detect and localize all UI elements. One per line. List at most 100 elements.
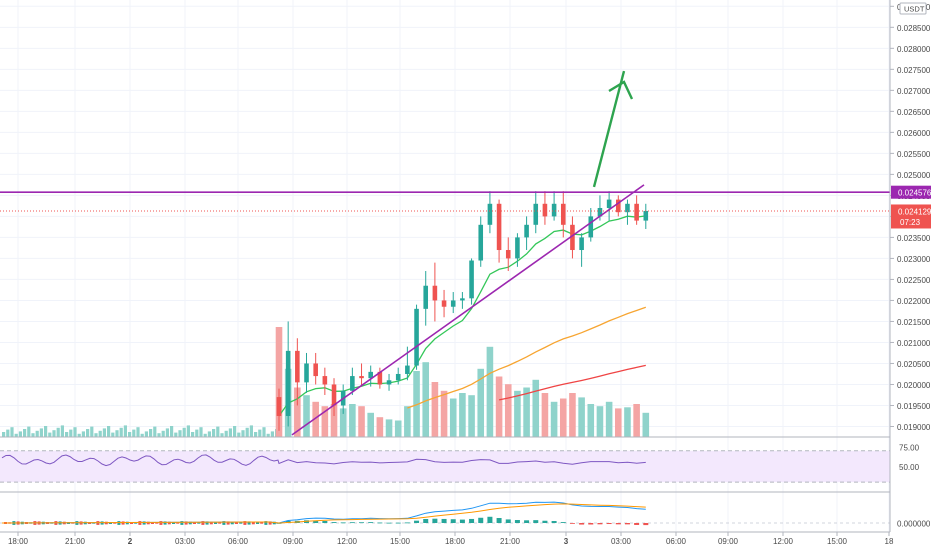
macd-histogram-bar bbox=[395, 522, 401, 524]
price-tick-label: 0.021000 bbox=[897, 339, 931, 348]
macd-histogram-bar bbox=[134, 522, 138, 524]
candle-body[interactable] bbox=[524, 224, 529, 238]
candle-body[interactable] bbox=[570, 224, 575, 251]
volume-bar bbox=[270, 431, 274, 437]
time-tick-label: 18 bbox=[885, 537, 894, 546]
volume-bar bbox=[132, 429, 136, 437]
price-tick-label: 0.026000 bbox=[897, 129, 931, 138]
volume-bar bbox=[605, 401, 613, 437]
volume-bar bbox=[48, 432, 52, 437]
candle-body[interactable] bbox=[368, 371, 373, 379]
volume-bar bbox=[312, 401, 319, 437]
volume-bar bbox=[35, 430, 39, 437]
macd-histogram-bar bbox=[588, 523, 594, 525]
macd-histogram-bar bbox=[606, 523, 612, 525]
time-tick-label: 21:00 bbox=[65, 537, 86, 546]
volume-bar bbox=[642, 412, 650, 437]
currency-badge[interactable] bbox=[899, 2, 927, 15]
candle-body[interactable] bbox=[615, 199, 621, 213]
candle-body[interactable] bbox=[304, 363, 309, 383]
volume-bar bbox=[199, 427, 203, 437]
candle-body[interactable] bbox=[386, 380, 392, 385]
candle-body[interactable] bbox=[322, 376, 328, 385]
macd-histogram-bar bbox=[349, 522, 355, 524]
volume-bar bbox=[495, 376, 503, 437]
volume-bar bbox=[376, 417, 384, 437]
volume-bar bbox=[10, 427, 14, 437]
candle-body[interactable] bbox=[313, 363, 318, 377]
candle-body[interactable] bbox=[487, 203, 493, 225]
candle-body[interactable] bbox=[496, 203, 502, 251]
candle-body[interactable] bbox=[460, 298, 465, 301]
volume-bar bbox=[165, 428, 169, 437]
candle-body[interactable] bbox=[395, 373, 401, 381]
price-tick-label: 0.025000 bbox=[897, 171, 931, 180]
candle-body[interactable] bbox=[643, 210, 649, 221]
macd-histogram-bar bbox=[441, 518, 447, 523]
countdown-label: 07:23 bbox=[900, 218, 921, 227]
volume-bar bbox=[44, 426, 48, 437]
candle-body[interactable] bbox=[331, 384, 337, 406]
volume-bar bbox=[523, 387, 530, 437]
macd-histogram-bar bbox=[624, 523, 630, 525]
candle-body[interactable] bbox=[533, 203, 539, 225]
volume-bar bbox=[241, 430, 245, 437]
time-tick-label: 03:00 bbox=[611, 537, 632, 546]
candle-body[interactable] bbox=[450, 300, 456, 307]
time-tick-label: 2 bbox=[128, 537, 133, 546]
macd-histogram-bar bbox=[542, 520, 548, 523]
candle-body[interactable] bbox=[295, 350, 300, 383]
candle-body[interactable] bbox=[276, 397, 282, 416]
candle-body[interactable] bbox=[634, 203, 639, 221]
macd-histogram-bar bbox=[193, 522, 196, 524]
time-tick-label: 06:00 bbox=[228, 537, 249, 546]
ema-slow-line bbox=[498, 364, 646, 401]
macd-histogram-bar bbox=[597, 523, 603, 525]
ascending-trendline[interactable] bbox=[291, 184, 645, 436]
volume-bar bbox=[27, 426, 31, 437]
candle-body[interactable] bbox=[285, 350, 291, 416]
candle-body[interactable] bbox=[405, 365, 410, 374]
candle-body[interactable] bbox=[542, 203, 548, 217]
volume-bar bbox=[303, 395, 310, 437]
price-tick-label: 0.020500 bbox=[897, 360, 931, 369]
volume-bar bbox=[422, 362, 430, 437]
volume-bar bbox=[60, 425, 64, 437]
candle-body[interactable] bbox=[350, 376, 355, 391]
candle-body[interactable] bbox=[478, 224, 484, 261]
candle-body[interactable] bbox=[625, 203, 630, 213]
volume-bar bbox=[2, 432, 6, 437]
breakout-arrow[interactable] bbox=[592, 70, 626, 188]
candle-body[interactable] bbox=[505, 250, 511, 259]
candle-body[interactable] bbox=[551, 203, 557, 217]
macd-histogram-bar bbox=[331, 522, 337, 523]
candle-body[interactable] bbox=[441, 300, 447, 307]
volume-bar bbox=[115, 430, 119, 437]
candle-body[interactable] bbox=[597, 207, 603, 217]
volume-bar bbox=[191, 432, 195, 437]
candle-body[interactable] bbox=[515, 237, 520, 259]
time-tick-label: 12:00 bbox=[773, 537, 794, 546]
time-tick-label: 15:00 bbox=[827, 537, 848, 546]
volume-bar bbox=[228, 428, 232, 437]
candle-body[interactable] bbox=[432, 285, 438, 301]
candle-body[interactable] bbox=[359, 376, 364, 379]
volume-bar bbox=[569, 393, 576, 437]
rsi-tick-label: 75.00 bbox=[899, 443, 920, 452]
volume-bar bbox=[170, 426, 174, 437]
candle-body[interactable] bbox=[414, 308, 419, 366]
candle-body[interactable] bbox=[423, 285, 429, 309]
volume-bar bbox=[73, 427, 77, 437]
candle-body[interactable] bbox=[579, 237, 584, 251]
volume-bar bbox=[195, 429, 199, 437]
volume-bar bbox=[587, 404, 595, 437]
macd-histogram-bar bbox=[634, 523, 640, 525]
candle-body[interactable] bbox=[469, 260, 474, 299]
candle-body[interactable] bbox=[377, 371, 383, 385]
candle-body[interactable] bbox=[560, 203, 566, 225]
macd-histogram-bar bbox=[579, 523, 585, 525]
candle-body[interactable] bbox=[588, 216, 594, 238]
candle-body[interactable] bbox=[606, 199, 612, 208]
